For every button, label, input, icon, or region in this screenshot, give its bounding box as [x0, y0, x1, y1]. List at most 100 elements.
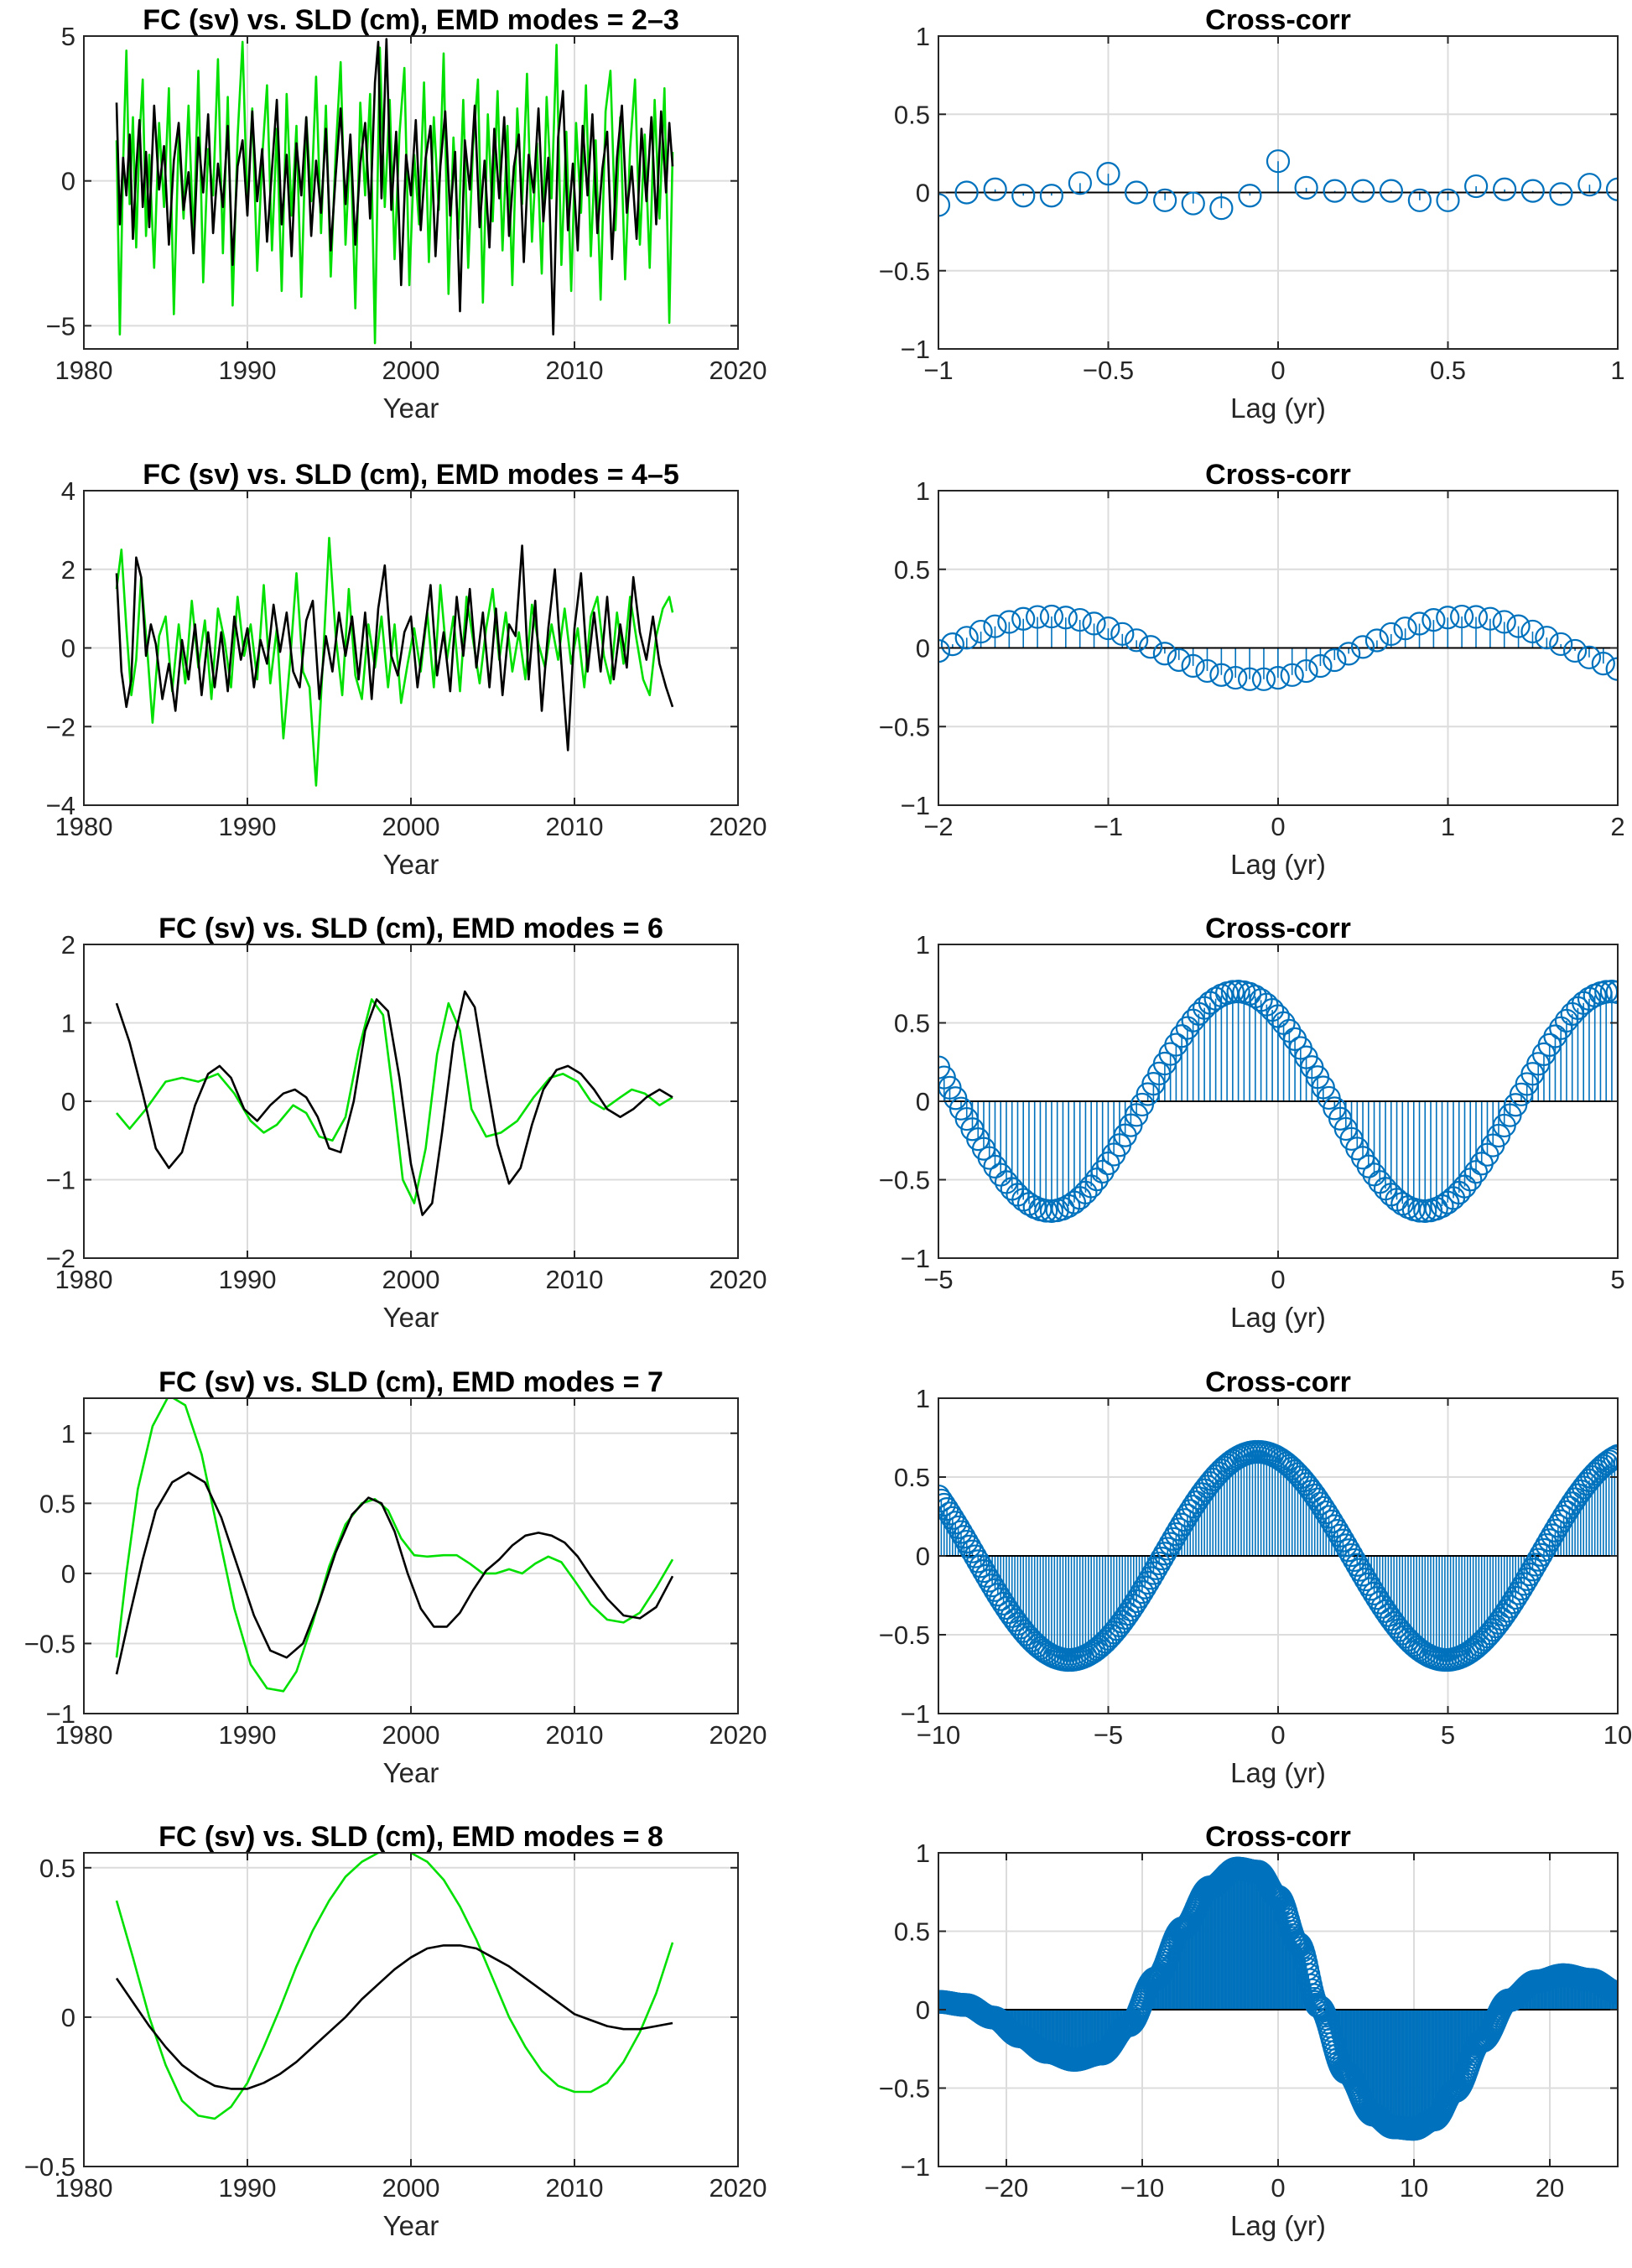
y-tick-label: 1 [916, 476, 930, 506]
plot-area [938, 604, 1618, 691]
stem-marker [1096, 616, 1120, 641]
x-tick-label: 0 [1271, 1720, 1285, 1750]
stem-marker [1297, 1475, 1322, 1500]
x-tick-label: 2020 [709, 356, 767, 385]
stem-marker [1463, 1160, 1489, 1184]
stem-marker [1493, 177, 1517, 201]
stem-marker [1549, 182, 1573, 206]
x-tick-label: 2010 [546, 356, 604, 385]
series-line-2 [115, 544, 674, 752]
stem-marker [1053, 606, 1078, 630]
y-tick-label: −1 [901, 335, 930, 364]
stem-marker [1591, 652, 1615, 676]
series-line-2 [115, 38, 674, 336]
chart-panel-7: 1980 1990 2000 2010 2020 −1 −0.5 0 0.5 1 FC (sv) v… [24, 1366, 767, 1788]
chart-title: Cross-corr [1205, 913, 1351, 944]
y-tick-label: 2 [61, 930, 75, 960]
plot-area [115, 1853, 674, 2120]
stem-marker [1039, 604, 1064, 629]
stem-marker [1478, 606, 1502, 631]
x-tick-label: 2000 [382, 1720, 440, 1750]
x-tick-label: 2010 [546, 812, 604, 841]
y-tick-label: −4 [46, 791, 75, 820]
stem-marker [1379, 622, 1403, 647]
stem-marker [1025, 605, 1050, 629]
y-tick-label: −1 [901, 2152, 930, 2182]
stem-marker [983, 614, 1007, 638]
stem-marker [1277, 1018, 1302, 1043]
stem-marker [1549, 632, 1573, 657]
stem-marker [1220, 980, 1245, 1004]
chart-title: FC (sv) vs. SLD (cm), EMD modes = 8 [159, 1821, 663, 1853]
stem-marker [1266, 149, 1291, 174]
y-tick-label: −2 [46, 1244, 75, 1273]
stems [938, 161, 1618, 209]
markers [938, 980, 1618, 1223]
chart-title: Cross-corr [1205, 4, 1351, 36]
stem-marker [1271, 1011, 1296, 1035]
stem-marker [1323, 648, 1347, 673]
stems [938, 1451, 1618, 1661]
plot-area [938, 1439, 1618, 1672]
chart-title: FC (sv) vs. SLD (cm), EMD modes = 4–5 [143, 459, 679, 491]
x-axis-label: Year [383, 1302, 439, 1333]
markers [938, 1439, 1618, 1672]
x-tick-label: −1 [923, 356, 953, 385]
stem-marker [1407, 611, 1432, 636]
stem-marker [1535, 626, 1559, 650]
stem-marker [1195, 658, 1219, 684]
stem-marker [1302, 1483, 1327, 1507]
stem-marker [1453, 1174, 1477, 1199]
series-line-1 [115, 1853, 674, 2120]
stem-marker [1096, 162, 1120, 186]
series-line-1 [115, 40, 674, 345]
stem-marker [1323, 179, 1347, 203]
stem-marker [1463, 605, 1489, 629]
stem-marker [1294, 175, 1318, 200]
x-tick-label: 2000 [382, 812, 440, 841]
y-tick-label: −1 [901, 1244, 930, 1273]
x-axis-label: Lag (yr) [1230, 2210, 1326, 2241]
y-tick-label: 1 [61, 1009, 75, 1038]
y-tick-label: 4 [61, 476, 75, 506]
stem-marker [1520, 179, 1545, 203]
y-tick-label: 0 [61, 1087, 75, 1116]
x-tick-label: 2000 [382, 356, 440, 385]
stem-marker [1422, 608, 1446, 632]
series-line-2 [115, 1944, 673, 2090]
stem-marker [1458, 1168, 1483, 1192]
stem-marker [1039, 184, 1063, 208]
x-axis-label: Year [383, 393, 439, 424]
y-tick-label: 0.5 [894, 1009, 930, 1038]
stem-marker [1557, 1496, 1582, 1520]
stem-marker [1464, 174, 1489, 199]
x-tick-label: 1980 [55, 1265, 113, 1294]
y-tick-label: −0.5 [879, 257, 930, 286]
stem-marker [1436, 606, 1460, 630]
x-tick-label: 2020 [709, 1265, 767, 1294]
stem-marker [1577, 986, 1602, 1011]
x-axis-label: Year [383, 2210, 439, 2241]
stem-marker [1390, 1192, 1415, 1216]
stem-marker [1308, 653, 1333, 679]
series-line-2 [115, 1471, 674, 1675]
y-tick-label: 0.5 [894, 100, 930, 129]
stem-marker [1110, 1610, 1135, 1634]
stem-marker [938, 639, 951, 663]
stem-marker [1603, 1445, 1618, 1470]
y-tick-label: 1 [916, 1384, 930, 1413]
y-tick-label: −1 [46, 1166, 75, 1195]
stem-marker [1436, 188, 1460, 212]
stem-marker [1209, 196, 1234, 221]
series-line-1 [115, 1398, 674, 1693]
stem-marker [1305, 1487, 1330, 1511]
grid-lines [83, 1853, 739, 2167]
stem-marker [1181, 191, 1205, 216]
stem-marker [1238, 667, 1262, 691]
stem-marker [1181, 1495, 1205, 1519]
stem-marker [997, 1600, 1021, 1625]
stem-marker [1562, 638, 1588, 663]
y-tick-label: 0.5 [894, 1463, 930, 1492]
x-tick-label: 1 [1610, 356, 1624, 385]
